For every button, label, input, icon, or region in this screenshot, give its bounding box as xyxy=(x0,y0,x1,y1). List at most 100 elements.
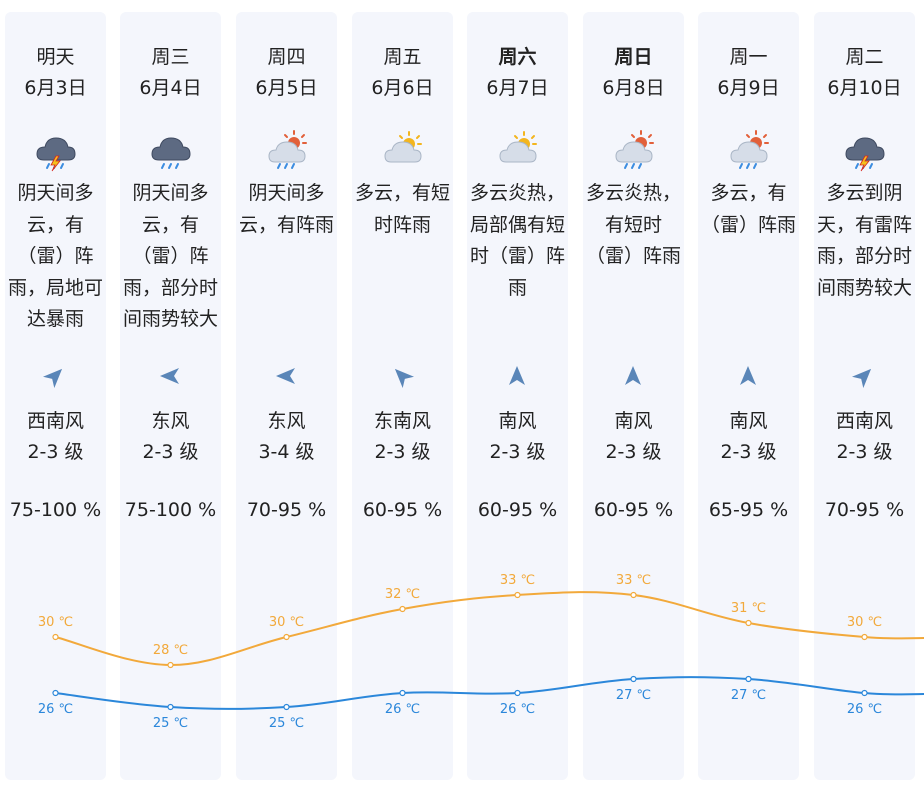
weekday-label: 周一 xyxy=(729,46,768,68)
day-column: 明天 6月3日阴天间多云，有 （雷）阵雨，局地可达暴雨西南风 2-3 级 75-100 … xyxy=(5,12,106,780)
wind-level-label: 2-3 级 xyxy=(27,441,84,463)
wind-level-label: 2-3 级 xyxy=(142,441,199,463)
description-line: 间雨势较大 xyxy=(816,276,912,299)
description-line: 局部偶有短 xyxy=(469,213,565,236)
wind-direction-icon xyxy=(736,364,760,388)
humidity-label: 65-95 % xyxy=(708,499,789,521)
description-line: 雨，部分时 xyxy=(816,245,912,267)
description-line: 多云炎热， xyxy=(469,182,565,204)
description-line: 多云到阴 xyxy=(826,182,903,204)
day-column: 周四 6月5日阴天间多云，有阵雨东风 3-4 级 70-95 % xyxy=(236,12,337,780)
wind-direction-label: 南风 xyxy=(614,410,653,432)
description-line: 时阵雨 xyxy=(373,213,431,236)
wind-direction-label: 西南风 xyxy=(26,410,84,432)
sun-cloud-rain-icon xyxy=(612,130,656,170)
day-column: 周一 6月9日多云，有 （雷）阵雨南风 2-3 级 65-95 % xyxy=(698,12,799,780)
weekday-label: 周三 xyxy=(151,46,190,68)
description-line: 阴天间多 xyxy=(248,182,325,204)
description-line: （雷）阵雨 xyxy=(585,245,681,267)
day-column: 周日 6月8日多云炎热， 有短时 （雷）阵雨南风 2-3 级 60-95 % xyxy=(583,12,684,780)
wind-level-label: 3-4 级 xyxy=(258,441,315,463)
weather-description: 多云炎热， 局部偶有短时（雷）阵雨 xyxy=(459,178,576,304)
partly-cloudy-icon xyxy=(381,130,425,170)
wind-direction-icon xyxy=(505,364,529,388)
weekday-label: 周五 xyxy=(383,46,422,68)
description-line: 云，有阵雨 xyxy=(238,213,334,236)
weather-description: 多云，有 （雷）阵雨 xyxy=(690,178,807,241)
sun-cloud-rain-icon xyxy=(265,130,309,170)
description-line: 阴天间多 xyxy=(132,182,209,204)
wind-direction-label: 南风 xyxy=(729,410,768,432)
wind-direction-icon xyxy=(158,364,182,388)
date-label: 6月5日 xyxy=(255,77,318,99)
humidity-label: 75-100 % xyxy=(9,499,102,521)
weekday-label: 明天 xyxy=(36,46,75,68)
humidity-label: 60-95 % xyxy=(593,499,674,521)
description-line: 多云，有短 xyxy=(354,182,450,204)
wind-direction-icon xyxy=(390,364,415,389)
date-label: 6月3日 xyxy=(24,77,87,99)
wind-direction-label: 西南风 xyxy=(835,410,893,432)
weather-description: 多云炎热， 有短时 （雷）阵雨 xyxy=(575,178,692,273)
wind-direction-label: 东南风 xyxy=(373,410,431,432)
day-column: 周六 6月7日多云炎热， 局部偶有短时（雷）阵雨南风 2-3 级 60-95 % xyxy=(467,12,568,780)
wind-direction-icon xyxy=(621,364,645,388)
humidity-label: 60-95 % xyxy=(477,499,558,521)
date-label: 6月4日 xyxy=(139,77,202,99)
wind-level-label: 2-3 级 xyxy=(836,441,893,463)
wind-direction-label: 东风 xyxy=(151,410,190,432)
description-line: 间雨势较大 xyxy=(122,308,218,330)
weather-description: 阴天间多云，有 （雷）阵雨，部分时间雨势较大 xyxy=(112,178,229,336)
description-line: 雨，部分时 xyxy=(122,276,218,299)
description-line: 有短时 xyxy=(604,213,662,236)
date-label: 6月7日 xyxy=(486,77,549,99)
description-line: 达暴雨 xyxy=(26,308,84,330)
humidity-label: 70-95 % xyxy=(246,499,327,521)
humidity-label: 60-95 % xyxy=(362,499,443,521)
weekday-label: 周六 xyxy=(498,46,537,68)
description-line: 阴天间多 xyxy=(17,182,94,204)
description-line: 雨 xyxy=(507,276,527,299)
weekday-label: 周二 xyxy=(845,46,884,68)
description-line: 多云，有 xyxy=(710,182,787,204)
sun-cloud-rain-icon xyxy=(727,130,771,170)
weekday-label: 周四 xyxy=(267,46,306,68)
weather-description: 多云，有短时阵雨 xyxy=(344,178,461,241)
date-label: 6月6日 xyxy=(371,77,434,99)
wind-direction-icon xyxy=(42,364,67,389)
description-line: （雷）阵 xyxy=(17,245,94,267)
description-line: （雷）阵 xyxy=(132,245,209,267)
date-label: 6月8日 xyxy=(602,77,665,99)
day-column: 周二 6月10日多云到阴天，有雷阵雨，部分时间雨势较大西南风 2-3 级 70-95 … xyxy=(814,12,915,780)
description-line: 多云炎热， xyxy=(585,182,681,204)
weather-description: 阴天间多云，有阵雨 xyxy=(228,178,345,241)
description-line: 时（雷）阵 xyxy=(469,245,565,267)
humidity-label: 70-95 % xyxy=(824,499,905,521)
weekday-label: 周日 xyxy=(614,46,653,68)
thunderstorm-icon xyxy=(843,130,887,172)
wind-level-label: 2-3 级 xyxy=(720,441,777,463)
wind-direction-icon xyxy=(851,364,876,389)
description-line: 天，有雷阵 xyxy=(816,213,912,236)
wind-level-label: 2-3 级 xyxy=(374,441,431,463)
wind-direction-label: 南风 xyxy=(498,410,537,432)
humidity-label: 75-100 % xyxy=(124,499,217,521)
description-line: 云，有 xyxy=(141,213,199,236)
description-line: 雨，局地可 xyxy=(7,276,103,299)
rain-cloud-icon xyxy=(149,130,193,170)
partly-cloudy-icon xyxy=(496,130,540,170)
weather-description: 阴天间多云，有 （雷）阵雨，局地可达暴雨 xyxy=(0,178,114,336)
description-line: 云，有 xyxy=(26,213,84,236)
weather-description: 多云到阴天，有雷阵雨，部分时间雨势较大 xyxy=(806,178,923,304)
thunderstorm-icon xyxy=(34,130,78,172)
description-line: （雷）阵雨 xyxy=(700,213,796,236)
wind-level-label: 2-3 级 xyxy=(605,441,662,463)
day-column: 周三 6月4日阴天间多云，有 （雷）阵雨，部分时间雨势较大东风 2-3 级 75-100… xyxy=(120,12,221,780)
wind-direction-label: 东风 xyxy=(267,410,306,432)
date-label: 6月9日 xyxy=(717,77,780,99)
day-column: 周五 6月6日多云，有短时阵雨东南风 2-3 级 60-95 % xyxy=(352,12,453,780)
date-label: 6月10日 xyxy=(827,77,902,99)
wind-level-label: 2-3 级 xyxy=(489,441,546,463)
wind-direction-icon xyxy=(274,364,298,388)
